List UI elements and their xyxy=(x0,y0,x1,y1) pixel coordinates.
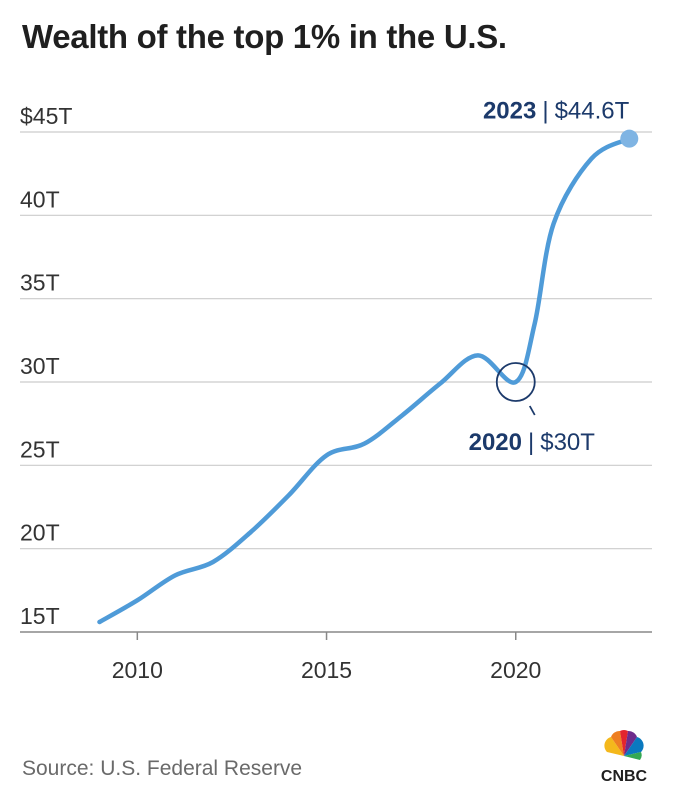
y-tick-label: 35T xyxy=(20,270,60,296)
annotation-2023-year: 2023 xyxy=(483,98,536,125)
y-tick-label: 30T xyxy=(20,353,60,379)
logo-text: CNBC xyxy=(601,768,648,784)
annotation-2023: 2023 | $44.6T xyxy=(483,98,630,125)
endpoint-marker-2023 xyxy=(620,129,639,148)
x-tick-label: 2010 xyxy=(112,657,163,683)
y-tick-label: $45T xyxy=(20,103,72,129)
annotation-2020-year: 2020 xyxy=(469,429,522,456)
y-tick-label: 20T xyxy=(20,520,60,546)
y-axis-labels: 15T 20T 25T 30T 35T 40T $45T xyxy=(20,103,72,629)
annotation-2020-value: $30T xyxy=(540,429,595,456)
source-note: Source: U.S. Federal Reserve xyxy=(22,757,303,780)
annotation-2023-value: $44.6T xyxy=(555,98,630,125)
annotation-2020: 2020 | $30T xyxy=(469,429,596,456)
series-line xyxy=(97,136,632,625)
y-tick-label: 25T xyxy=(20,436,60,462)
cnbc-logo: CNBC xyxy=(601,730,648,784)
grid-lines xyxy=(20,131,652,550)
x-tick-label: 2015 xyxy=(301,657,352,683)
x-tick-label: 2020 xyxy=(490,657,541,683)
data-series xyxy=(97,136,632,625)
y-tick-label: 40T xyxy=(20,186,60,212)
annotation-2020-separator: | xyxy=(528,429,534,456)
annotation-leader-2020 xyxy=(528,405,536,416)
x-axis: 2010 2015 2020 xyxy=(20,631,652,683)
line-chart: 15T 20T 25T 30T 35T 40T $45T 2010 2015 2020 2023… xyxy=(20,98,652,683)
y-tick-label: 15T xyxy=(20,603,60,629)
annotation-2023-separator: | xyxy=(542,98,548,125)
highlight-circle-2020 xyxy=(495,362,536,402)
chart-title: Wealth of the top 1% in the U.S. xyxy=(22,18,507,55)
